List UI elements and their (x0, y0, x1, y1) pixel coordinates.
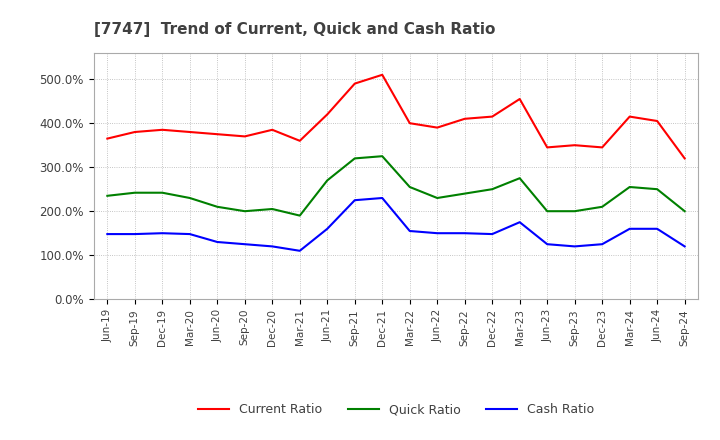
Current Ratio (186, 129, 194, 135)
Legend: Current Ratio, Quick Ratio, Cash Ratio: Current Ratio, Quick Ratio, Cash Ratio (193, 398, 599, 421)
Current Ratio (405, 121, 414, 126)
Current Ratio (680, 156, 689, 161)
Quick Ratio (460, 191, 469, 196)
Current Ratio (130, 129, 139, 135)
Cash Ratio (240, 242, 249, 247)
Current Ratio (570, 143, 579, 148)
Quick Ratio (240, 209, 249, 214)
Quick Ratio (295, 213, 304, 218)
Quick Ratio (680, 209, 689, 214)
Current Ratio (433, 125, 441, 130)
Current Ratio (351, 81, 359, 86)
Current Ratio (103, 136, 112, 141)
Current Ratio (626, 114, 634, 119)
Cash Ratio (405, 228, 414, 234)
Quick Ratio (488, 187, 497, 192)
Quick Ratio (598, 204, 606, 209)
Cash Ratio (103, 231, 112, 237)
Current Ratio (598, 145, 606, 150)
Cash Ratio (158, 231, 166, 236)
Quick Ratio (103, 193, 112, 198)
Current Ratio (213, 132, 222, 137)
Quick Ratio (626, 184, 634, 190)
Quick Ratio (516, 176, 524, 181)
Current Ratio (516, 96, 524, 102)
Cash Ratio (460, 231, 469, 236)
Quick Ratio (351, 156, 359, 161)
Current Ratio (240, 134, 249, 139)
Quick Ratio (158, 190, 166, 195)
Cash Ratio (323, 226, 332, 231)
Current Ratio (543, 145, 552, 150)
Line: Current Ratio: Current Ratio (107, 75, 685, 158)
Cash Ratio (213, 239, 222, 245)
Current Ratio (653, 118, 662, 124)
Cash Ratio (488, 231, 497, 237)
Quick Ratio (268, 206, 276, 212)
Current Ratio (460, 116, 469, 121)
Cash Ratio (378, 195, 387, 201)
Line: Cash Ratio: Cash Ratio (107, 198, 685, 251)
Quick Ratio (323, 178, 332, 183)
Line: Quick Ratio: Quick Ratio (107, 156, 685, 216)
Cash Ratio (598, 242, 606, 247)
Current Ratio (295, 138, 304, 143)
Cash Ratio (570, 244, 579, 249)
Cash Ratio (186, 231, 194, 237)
Quick Ratio (405, 184, 414, 190)
Cash Ratio (653, 226, 662, 231)
Cash Ratio (295, 248, 304, 253)
Quick Ratio (433, 195, 441, 201)
Cash Ratio (543, 242, 552, 247)
Current Ratio (378, 72, 387, 77)
Current Ratio (488, 114, 497, 119)
Cash Ratio (626, 226, 634, 231)
Quick Ratio (186, 195, 194, 201)
Quick Ratio (130, 190, 139, 195)
Cash Ratio (351, 198, 359, 203)
Cash Ratio (268, 244, 276, 249)
Cash Ratio (680, 244, 689, 249)
Cash Ratio (516, 220, 524, 225)
Quick Ratio (378, 154, 387, 159)
Quick Ratio (213, 204, 222, 209)
Current Ratio (323, 112, 332, 117)
Text: [7747]  Trend of Current, Quick and Cash Ratio: [7747] Trend of Current, Quick and Cash … (94, 22, 495, 37)
Quick Ratio (543, 209, 552, 214)
Quick Ratio (570, 209, 579, 214)
Current Ratio (158, 127, 166, 132)
Current Ratio (268, 127, 276, 132)
Cash Ratio (130, 231, 139, 237)
Cash Ratio (433, 231, 441, 236)
Quick Ratio (653, 187, 662, 192)
